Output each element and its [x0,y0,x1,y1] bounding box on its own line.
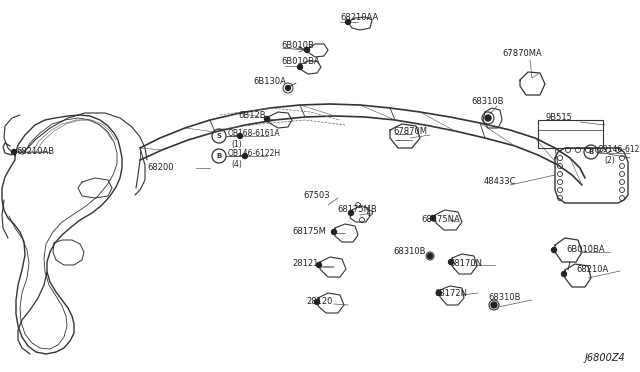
Circle shape [264,116,269,122]
Circle shape [561,272,566,276]
Circle shape [491,302,497,308]
Circle shape [485,115,491,121]
Text: B: B [216,153,221,159]
Circle shape [314,299,319,305]
Text: J6800Z4: J6800Z4 [585,353,626,363]
Circle shape [332,230,337,234]
Circle shape [449,260,454,264]
Text: (1): (1) [231,141,242,150]
Text: 28120: 28120 [306,298,332,307]
Circle shape [298,64,303,70]
Text: 9B515: 9B515 [545,113,572,122]
Text: S: S [216,133,221,139]
Text: 68175NA: 68175NA [421,215,460,224]
Circle shape [285,86,291,90]
Text: 67503: 67503 [303,190,330,199]
Circle shape [428,253,433,259]
Text: 28121: 28121 [292,260,318,269]
Text: 68210AB: 68210AB [16,147,54,155]
Text: 68310B: 68310B [488,294,520,302]
Text: 68210A: 68210A [576,264,608,273]
Text: O9146-6122G: O9146-6122G [598,145,640,154]
Text: 6B130A: 6B130A [253,77,286,87]
Text: 68175MB: 68175MB [337,205,377,215]
Circle shape [317,263,321,267]
Bar [538,120,603,148]
Text: 6B010B: 6B010B [281,41,314,49]
Text: 67870M: 67870M [393,126,427,135]
Text: 68172N: 68172N [434,289,467,298]
Text: 6B010BA: 6B010BA [281,58,319,67]
Text: 67870MA: 67870MA [502,48,541,58]
Text: 68210AA: 68210AA [340,13,378,22]
Text: 68310B: 68310B [393,247,426,256]
Text: 6B010BA: 6B010BA [566,246,605,254]
Text: B: B [588,149,594,155]
Text: 48433C: 48433C [484,176,516,186]
Text: (2): (2) [604,157,615,166]
Circle shape [237,134,243,138]
Circle shape [12,150,17,154]
Text: OB146-6122H: OB146-6122H [228,150,281,158]
Circle shape [436,291,442,295]
Circle shape [349,211,353,215]
Circle shape [552,247,557,253]
Circle shape [346,19,351,25]
Circle shape [431,215,435,221]
Text: OB168-6161A: OB168-6161A [228,129,280,138]
Text: 68200: 68200 [147,163,173,171]
Text: (4): (4) [231,160,242,170]
Circle shape [243,154,248,158]
Text: 68170N: 68170N [449,259,482,267]
Text: 68175M: 68175M [292,227,326,235]
Text: 68310B: 68310B [471,97,504,106]
Text: 6B12B: 6B12B [238,110,266,119]
Circle shape [305,48,310,52]
